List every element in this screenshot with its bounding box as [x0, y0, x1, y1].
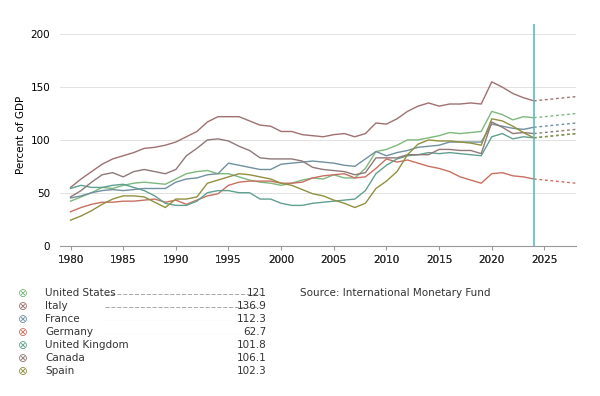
- Text: 1980: 1980: [58, 255, 84, 265]
- Text: 1985: 1985: [110, 255, 136, 265]
- Text: 102.3: 102.3: [237, 366, 267, 377]
- Text: 121: 121: [247, 288, 267, 298]
- Text: 2000: 2000: [268, 255, 294, 265]
- Text: ⊗: ⊗: [18, 352, 28, 365]
- Text: ⊗: ⊗: [18, 326, 28, 339]
- Text: United Kingdom: United Kingdom: [45, 340, 128, 350]
- Text: United States: United States: [45, 288, 116, 298]
- Text: ⊗: ⊗: [18, 339, 28, 352]
- Text: 1990: 1990: [163, 255, 189, 265]
- Text: 136.9: 136.9: [237, 301, 267, 311]
- Text: ⊗: ⊗: [18, 300, 28, 312]
- Text: 62.7: 62.7: [244, 327, 267, 337]
- Text: 2025: 2025: [531, 255, 557, 265]
- Text: 2020: 2020: [479, 255, 505, 265]
- Text: France: France: [45, 314, 80, 324]
- Text: Germany: Germany: [45, 327, 93, 337]
- Text: ⊗: ⊗: [18, 287, 28, 299]
- Text: ⊗: ⊗: [18, 365, 28, 378]
- Y-axis label: Percent of GDP: Percent of GDP: [16, 95, 26, 174]
- Text: 1995: 1995: [215, 255, 242, 265]
- Text: Canada: Canada: [45, 353, 85, 364]
- Text: 101.8: 101.8: [237, 340, 267, 350]
- Text: 2015: 2015: [426, 255, 452, 265]
- Text: 2010: 2010: [373, 255, 400, 265]
- Text: 112.3: 112.3: [237, 314, 267, 324]
- Text: Source: International Monetary Fund: Source: International Monetary Fund: [300, 288, 491, 298]
- Text: 106.1: 106.1: [237, 353, 267, 364]
- Text: ⊗: ⊗: [18, 313, 28, 326]
- Text: Italy: Italy: [45, 301, 68, 311]
- Text: 2005: 2005: [320, 255, 347, 265]
- Text: Spain: Spain: [45, 366, 74, 377]
